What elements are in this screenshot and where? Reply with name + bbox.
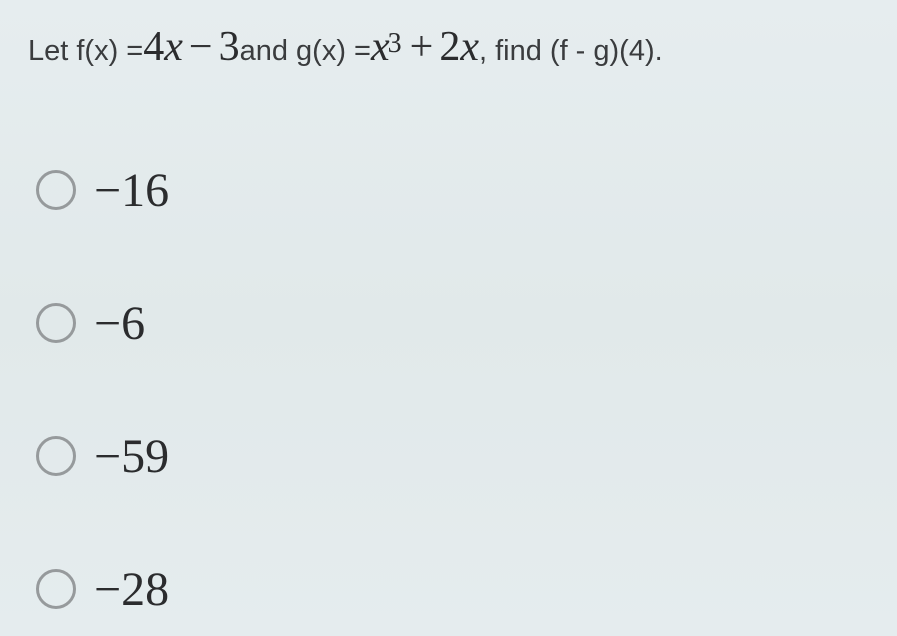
option-3[interactable]: −59 — [36, 429, 869, 484]
option-2-label: −6 — [94, 296, 145, 351]
question-mid: and g(x) = — [240, 31, 371, 72]
question-text: Let f(x) = 4x − 3 and g(x) = x3 + 2x, fi… — [28, 18, 869, 77]
g-var2: x — [460, 18, 479, 77]
f-coeff: 4 — [143, 18, 164, 77]
question-pre: Let f(x) = — [28, 31, 143, 72]
radio-icon[interactable] — [36, 436, 76, 476]
g-coeff: 2 — [439, 18, 460, 77]
option-2[interactable]: −6 — [36, 296, 869, 351]
g-op: + — [404, 18, 440, 77]
radio-icon[interactable] — [36, 170, 76, 210]
g-exponent: 3 — [388, 24, 402, 63]
radio-icon[interactable] — [36, 303, 76, 343]
f-op: − — [183, 18, 219, 77]
option-4[interactable]: −28 — [36, 562, 869, 617]
option-4-label: −28 — [94, 562, 169, 617]
options-group: −16 −6 −59 −28 — [28, 163, 869, 617]
f-var1: x — [164, 18, 183, 77]
page: Let f(x) = 4x − 3 and g(x) = x3 + 2x, fi… — [0, 0, 897, 636]
option-1-label: −16 — [94, 163, 169, 218]
option-3-label: −59 — [94, 429, 169, 484]
f-const: 3 — [219, 18, 240, 77]
question-post: , find (f - g)(4). — [479, 31, 663, 72]
option-1[interactable]: −16 — [36, 163, 869, 218]
radio-icon[interactable] — [36, 569, 76, 609]
